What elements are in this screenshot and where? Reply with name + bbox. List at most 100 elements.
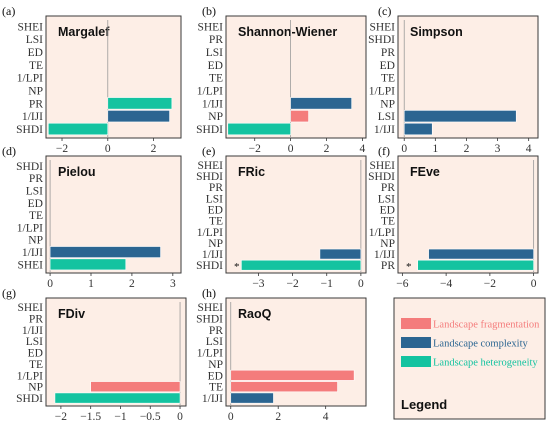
x-tick-label: 4 [360,143,366,155]
y-tick-label: TE [29,60,43,72]
y-tick-label: LSI [206,193,223,205]
y-tick-label: ED [208,60,223,72]
y-tick-label: PR [209,182,223,194]
panel-title: Simpson [410,25,463,39]
bar-pr [107,97,173,110]
y-tick-label: SHDI [196,171,223,183]
bar-iji [49,246,161,258]
y-tick-label: TE [381,216,395,228]
x-tick-label: 2 [275,411,281,423]
x-tick-label: 0 [358,278,364,290]
panel-label: (h) [202,286,216,300]
panel-margalef: (a) Margalef SHEILSIEDTE1/LPINPPR1/IJISHDI… [2,4,182,155]
x-tick-label: 0 [288,143,294,155]
bar-iji [290,97,352,110]
panel-title: FDiv [58,307,85,321]
y-tick-label: LSI [26,185,43,197]
x-tick-label: 3 [170,278,176,290]
y-tick-label: SHDI [16,393,43,405]
bar-iji [403,122,433,136]
legend: Legend Landscape fragmentation Landscape … [393,297,546,420]
legend-swatch-heterogeneity [401,356,431,367]
panel-title: FEve [410,165,440,179]
y-tick-label: PR [29,173,43,185]
y-tick-label: SHEI [17,302,43,314]
panel-title: Margalef [58,25,110,39]
x-tick-label: 0 [105,143,111,155]
panel-label: (e) [202,144,215,158]
y-tick-label: LSI [378,111,395,123]
y-tick-label: SHEI [197,21,223,33]
y-tick-label: SHDI [196,260,223,272]
bar-shei [49,258,127,271]
panel-label: (g) [2,286,16,300]
y-tick-label: LSI [378,193,395,205]
legend-swatch-complexity [401,337,431,348]
y-tick-label: TE [209,382,223,394]
x-tick-label: 0 [47,278,53,290]
y-tick-label: 1/LPI [197,348,223,360]
x-tick-label: −0.5 [140,411,161,423]
x-tick-label: −3 [252,278,264,290]
bar-iji [428,248,534,260]
y-tick-label: SHEI [369,21,395,33]
bar-iji [107,110,170,123]
y-tick-label: ED [208,370,223,382]
y-tick-label: SHDI [16,161,43,173]
y-tick-label: SHEI [197,160,223,172]
y-tick-label: SHEI [197,302,223,314]
y-tick-label: TE [209,216,223,228]
y-tick-label: SHEI [369,160,395,172]
bar-shdi [47,122,109,136]
panel-label: (b) [202,4,216,18]
y-tick-label: 1/IJI [374,124,395,136]
y-tick-label: ED [380,204,395,216]
y-tick-label: ED [208,204,223,216]
legend-label-fragmentation: Landscape fragmentation [433,320,540,331]
panel-title: FRic [238,165,265,179]
y-tick-label: PR [209,325,223,337]
bar-ed [230,369,355,381]
x-tick-label: 4 [323,411,329,423]
x-tick-label: 1 [432,143,438,155]
x-tick-label: −2 [249,143,261,155]
bar-iji [319,248,362,260]
y-tick-label: ED [28,198,43,210]
x-tick-label: 2 [129,278,135,290]
legend-label-complexity: Landscape complexity [433,339,529,350]
y-tick-label: PR [209,34,223,46]
y-tick-label: 1/LPI [17,73,43,85]
bar-shdi [241,259,362,271]
y-tick-label: SHDI [196,313,223,325]
y-tick-label: 1/IJI [202,98,223,110]
y-tick-label: 1/LPI [17,222,43,234]
significance-marker: * [234,261,240,273]
y-tick-label: SHEI [17,21,43,33]
y-tick-label: PR [381,260,395,272]
y-tick-label: SHEI [17,259,43,271]
y-tick-label: PR [381,47,395,59]
y-tick-label: NP [380,98,395,110]
x-tick-label: 1 [88,278,94,290]
bar-shdi [54,392,181,404]
x-tick-label: −6 [396,278,408,290]
y-tick-label: LSI [26,34,43,46]
legend-swatch-fragmentation [401,318,431,329]
bar-lsi [403,110,517,123]
y-tick-label: NP [380,238,395,250]
panel-title: Pielou [58,165,96,179]
significance-marker: * [406,261,412,273]
x-tick-label: 0 [531,278,537,290]
panel-title: RaoQ [238,307,272,321]
y-tick-label: NP [28,235,43,247]
y-tick-label: NP [208,359,223,371]
x-tick-label: 4 [526,143,532,155]
y-tick-label: NP [28,382,43,394]
x-tick-label: −2 [286,278,298,290]
y-tick-label: PR [29,313,43,325]
y-tick-label: LSI [206,336,223,348]
